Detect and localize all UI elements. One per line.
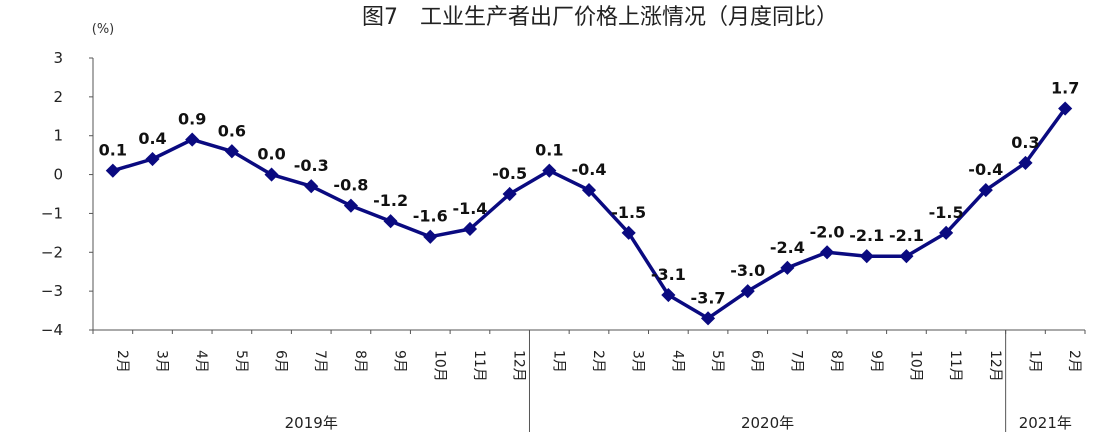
data-label: 0.0 [257,145,285,164]
data-label: -1.5 [611,203,646,222]
y-axis: 3 2 1 0 −1 −2 −3 −4 [41,49,94,339]
data-point [899,249,914,264]
year-label: 2021年 [1019,414,1072,432]
data-point [621,225,636,240]
data-point [1058,101,1073,116]
y-tick-label: −2 [41,243,63,261]
x-tick-label: 11月 [947,350,963,382]
data-point [859,249,874,264]
data-point [740,284,755,299]
data-label: -0.4 [572,160,607,179]
data-label: -1.2 [373,191,408,210]
x-tick-label: 8月 [352,350,368,373]
data-label: -0.4 [968,160,1003,179]
data-label: -3.0 [730,261,765,280]
data-label: -0.8 [333,176,368,195]
data-label: -0.3 [294,156,329,175]
data-point [343,198,358,213]
x-tick-label: 3月 [154,350,170,373]
data-point [820,245,835,260]
x-tick-label: 9月 [868,350,884,373]
x-tick-label: 1月 [550,350,566,373]
x-tick-label: 5月 [709,350,725,373]
y-tick-label: 3 [53,49,63,67]
series-line [112,107,1067,321]
data-point [264,167,279,182]
data-point [185,132,200,147]
x-tick-label: 2月 [590,350,606,373]
y-tick-label: 1 [53,127,63,145]
data-point [304,179,319,194]
data-label: -2.1 [889,226,924,245]
data-label: 1.7 [1051,79,1079,98]
data-label: -0.5 [492,164,527,183]
x-tick-label: 6月 [749,350,765,373]
y-tick-label: −1 [41,204,63,222]
year-label: 2019年 [285,414,338,432]
data-label: -2.0 [810,222,845,241]
x-tick-label: 9月 [392,350,408,373]
x-tick-label: 4月 [669,350,685,373]
y-tick-label: −3 [41,282,63,300]
data-label: 0.6 [218,121,246,140]
data-point [542,163,557,178]
x-tick-label: 11月 [471,350,487,382]
data-point [661,287,676,303]
data-point [423,229,438,244]
x-tick-label: 10月 [431,350,447,382]
x-tick-label: 2月 [114,350,130,373]
data-point [224,144,239,159]
data-point [105,163,120,178]
x-tick-label: 10月 [907,350,923,382]
data-label: 0.1 [535,141,563,160]
data-label: -3.7 [691,288,726,307]
data-label: 0.9 [178,110,206,129]
data-point [462,221,478,237]
x-tick-label: 7月 [312,350,328,373]
y-tick-label: 2 [53,88,63,106]
x-tick-label: 4月 [193,350,209,373]
data-label: 0.1 [99,141,127,160]
x-tick-label: 6月 [273,350,289,373]
x-tick-label: 7月 [788,350,804,373]
data-point [700,311,716,326]
data-label: 0.3 [1011,133,1039,152]
y-axis-unit: (%) [92,22,115,37]
data-point [939,225,954,240]
y-tick-label: −4 [41,321,63,339]
data-label: -1.5 [929,203,964,222]
year-label: 2020年 [741,414,794,432]
data-point [145,151,160,167]
x-tick-label: 5月 [233,350,249,373]
y-tick-label: 0 [53,166,63,184]
plot-area: 0.1 0.4 0.9 0.6 0.0 -0.3-0.8 -1.2 -1.6 -1.4 -0.5 0… [99,79,1079,326]
data-label: 0.4 [138,129,166,148]
data-point [978,183,993,198]
chart-title: 图7 工业生产者出厂价格上涨情况（月度同比） [362,5,838,30]
x-tick-label: 1月 [1026,350,1042,373]
data-point [1018,155,1033,170]
x-tick-label: 8月 [828,350,844,373]
data-point [780,260,795,275]
data-point [581,183,597,198]
x-tick-label: 2月 [1066,350,1082,373]
x-tick-label: 3月 [630,350,646,373]
data-label: -1.6 [413,207,448,226]
data-label: -2.4 [770,238,805,257]
x-axis: 2月 3月 4月 5月 6月 7月 8月 9月 10月 11月 12月 1月 2月 3月 4月 5月 6月 7月 8… [92,329,1086,432]
x-tick-label: 12月 [511,350,527,382]
data-label: -2.1 [849,226,884,245]
data-point [502,186,517,202]
x-tick-label: 12月 [987,350,1003,382]
data-label: -1.4 [452,199,487,218]
data-label: -3.1 [651,265,686,284]
data-point [383,214,398,229]
